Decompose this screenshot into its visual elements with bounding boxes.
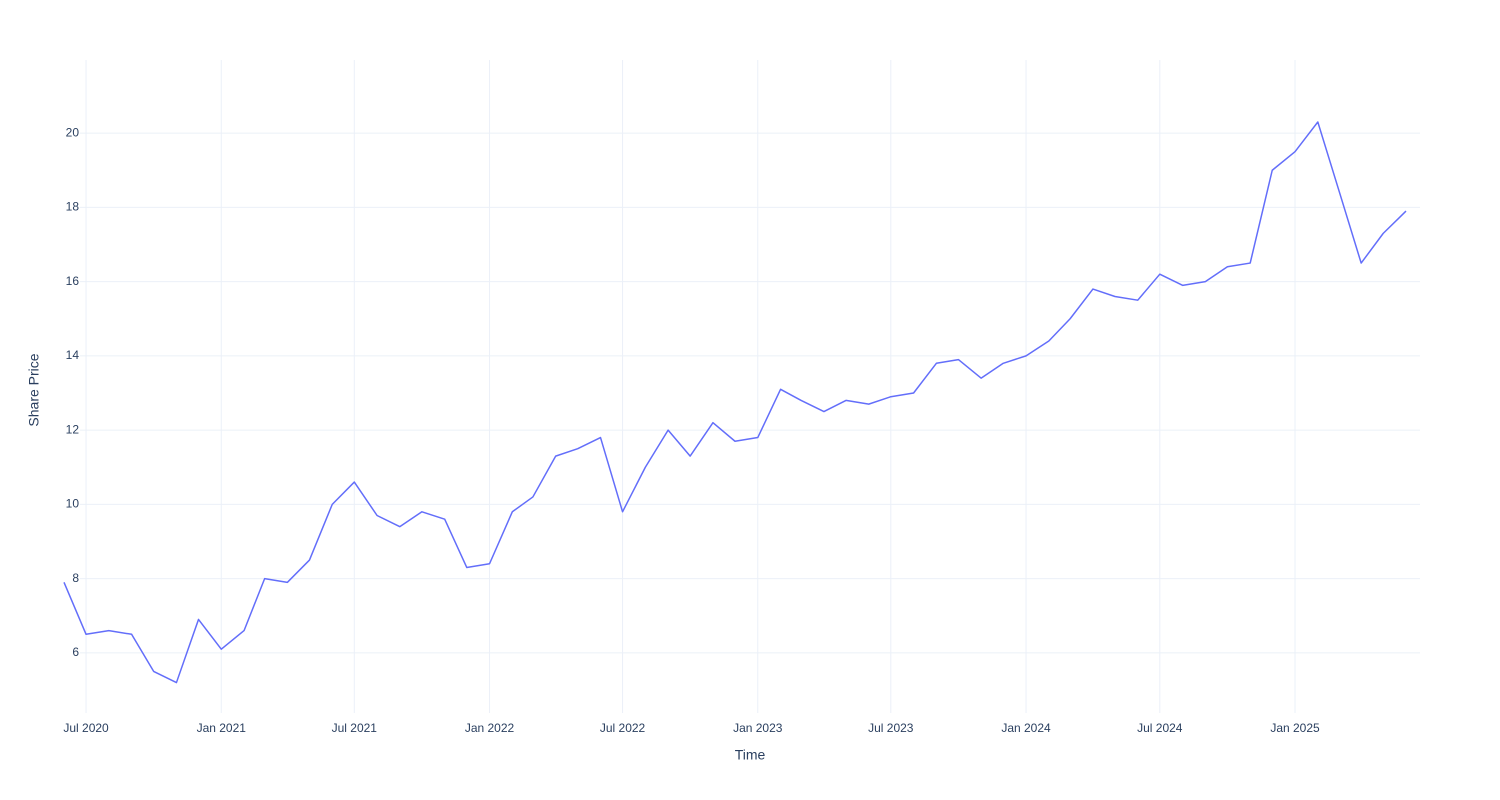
y-tick-label: 20 (66, 125, 80, 139)
x-tick-label: Jan 2023 (733, 721, 783, 735)
x-tick-label: Jan 2025 (1270, 721, 1320, 735)
y-tick-label: 18 (66, 200, 80, 214)
x-tick-label: Jan 2024 (1001, 721, 1051, 735)
y-tick-label: 6 (72, 645, 79, 659)
plot-area (63, 121, 1407, 684)
x-tick-label: Jul 2023 (868, 721, 914, 735)
y-tick-label: 8 (72, 571, 79, 585)
grid (80, 60, 1420, 713)
y-tick-label: 10 (66, 497, 80, 511)
y-axis-title: Share Price (26, 353, 42, 426)
x-tick-label: Jan 2021 (197, 721, 247, 735)
x-axis-title: Time (735, 747, 766, 763)
price-line (63, 121, 1407, 684)
y-tick-label: 14 (66, 348, 80, 362)
x-tick-label: Jul 2021 (332, 721, 378, 735)
y-tick-label: 16 (66, 274, 80, 288)
x-tick-label: Jan 2022 (465, 721, 515, 735)
x-tick-label: Jul 2020 (63, 721, 109, 735)
x-tick-label: Jul 2022 (600, 721, 646, 735)
x-tick-label: Jul 2024 (1137, 721, 1183, 735)
y-tick-label: 12 (66, 422, 80, 436)
